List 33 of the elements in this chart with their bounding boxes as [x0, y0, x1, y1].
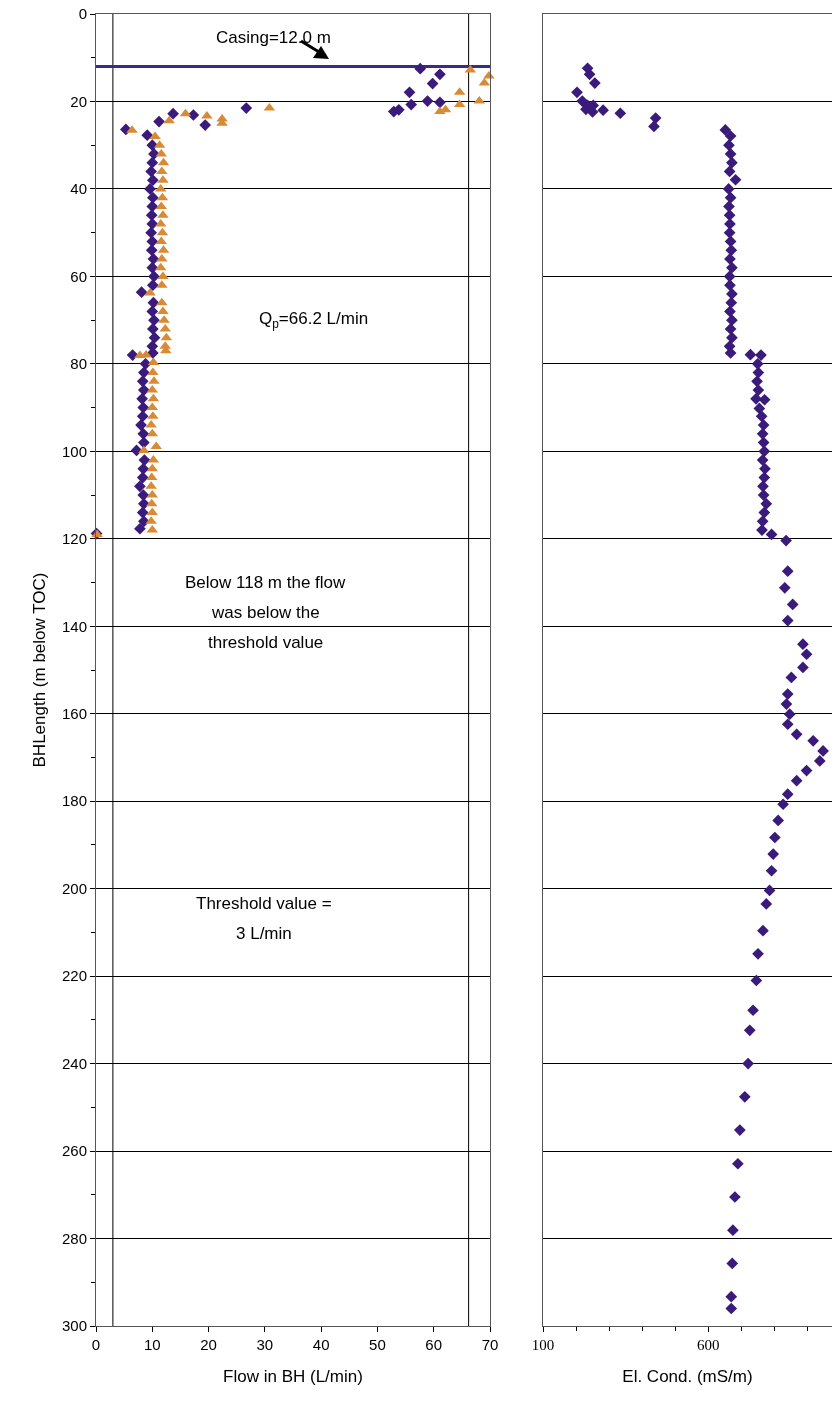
annotation: Q$_{p}$=66.2 L/min [259, 309, 369, 331]
x-axis-title: El. Cond. (mS/m) [622, 1367, 753, 1387]
annotation: Below 118 m the flow was below the threshold value [185, 573, 347, 652]
y-tick-label: 20 [70, 92, 87, 110]
y-tick-label: 280 [61, 1229, 87, 1247]
y-tick-label: 300 [61, 1317, 87, 1335]
x-axis-title: Flow in BH (L/min) [223, 1367, 363, 1387]
y-tick-label: 140 [61, 617, 87, 635]
y-axis-title: BHLength (m below TOC) [29, 572, 49, 768]
x-tick-label: 40 [312, 1336, 330, 1353]
x-tick-label: 10 [143, 1336, 161, 1353]
y-tick-label: 220 [61, 967, 87, 985]
x-tick-label: 0 [91, 1336, 101, 1353]
ref-line-label: Casing=12.0 m [216, 28, 331, 47]
x-tick-label: 50 [369, 1336, 386, 1353]
x-tick-label: 20 [200, 1336, 217, 1353]
annotation: Threshold value = 3 L/min [196, 894, 332, 943]
y-tick-label: 180 [61, 792, 87, 810]
x-tick-label: 30 [256, 1336, 274, 1353]
x-tick-label: 600 [696, 1337, 720, 1353]
y-tick-label: 80 [70, 355, 87, 373]
y-tick-label: 40 [70, 180, 87, 198]
y-tick-label: 160 [61, 704, 87, 722]
y-tick-label: 60 [70, 267, 87, 285]
y-tick-label: 260 [61, 1142, 87, 1160]
y-tick-label: 200 [61, 879, 87, 897]
x-tick-label: 100 [531, 1337, 555, 1353]
x-tick-label: 60 [425, 1336, 443, 1353]
y-tick-label: 0 [78, 5, 87, 23]
y-tick-label: 240 [61, 1054, 87, 1072]
y-tick-label: 120 [61, 530, 87, 548]
x-tick-label: 70 [481, 1336, 499, 1353]
y-tick-label: 100 [61, 442, 87, 460]
